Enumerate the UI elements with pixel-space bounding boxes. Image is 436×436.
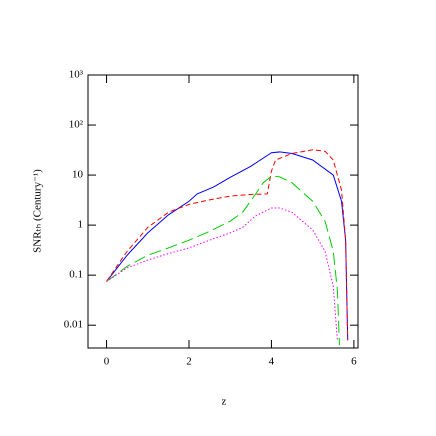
y-axis-label: SNRₜₕ (Century⁻¹) [32, 169, 44, 253]
plot-frame [87, 74, 359, 349]
y-tick-label: 10 [72, 169, 84, 181]
y-tick-label: 0.01 [64, 319, 83, 331]
series-line [106, 175, 340, 346]
x-tick-label: 6 [351, 356, 357, 368]
x-axis-label: z [222, 396, 227, 408]
x-tick-label: 2 [186, 356, 192, 368]
y-tick-label: 0.1 [69, 269, 83, 281]
x-tick-label: 0 [104, 356, 110, 368]
y-tick-label: 1 [78, 219, 84, 231]
y-tick-label: 10² [69, 119, 84, 131]
series-line [106, 149, 349, 341]
series-line [106, 151, 349, 341]
y-tick-label: 10³ [69, 69, 84, 81]
series-line [106, 207, 338, 341]
plot-area [106, 149, 349, 346]
x-tick-label: 4 [269, 356, 275, 368]
